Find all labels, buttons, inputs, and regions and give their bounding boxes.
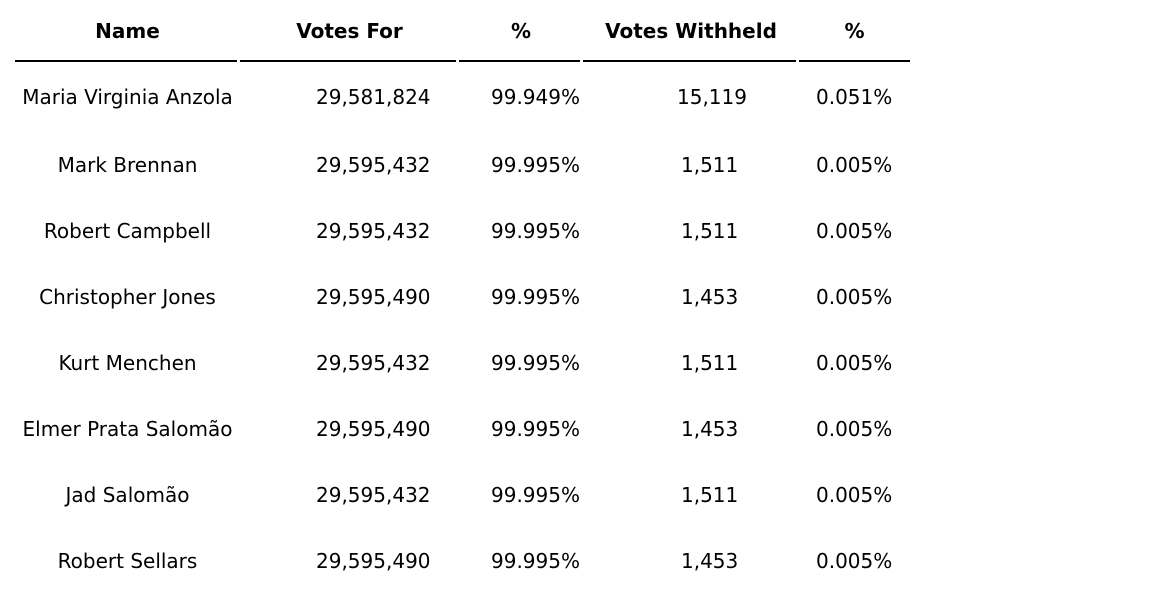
header-votes-withheld: Votes Withheld	[583, 0, 799, 62]
cell-votes-for: 29,595,432	[316, 483, 431, 507]
header-votes-for: Votes For	[240, 0, 459, 62]
header-row: Name Votes For % Votes Withheld %	[15, 0, 910, 62]
cell-percent-withheld: 0.005%	[816, 351, 893, 375]
cell-votes-for: 29,581,824	[316, 85, 431, 109]
cell-percent-for: 99.995%	[491, 483, 580, 507]
cell-name: Christopher Jones	[39, 285, 216, 309]
cell-votes-withheld: 15,119	[677, 85, 747, 109]
cell-votes-for: 29,595,490	[316, 417, 431, 441]
cell-percent-withheld: 0.005%	[816, 153, 893, 177]
header-percent-withheld: %	[799, 0, 910, 62]
cell-percent-withheld: 0.005%	[816, 417, 893, 441]
cell-percent-for: 99.949%	[491, 85, 580, 109]
cell-percent-for: 99.995%	[491, 153, 580, 177]
election-results-table: Name Votes For % Votes Withheld % Maria …	[15, 0, 910, 594]
cell-name: Mark Brennan	[57, 153, 198, 177]
cell-votes-withheld: 1,453	[681, 285, 739, 309]
cell-percent-withheld: 0.005%	[816, 285, 893, 309]
table-row: Christopher Jones 29,595,490 99.995% 1,4…	[15, 264, 910, 330]
cell-name: Maria Virginia Anzola	[22, 85, 233, 109]
cell-votes-withheld: 1,511	[681, 219, 739, 243]
table-row: Maria Virginia Anzola 29,581,824 99.949%…	[15, 62, 910, 132]
cell-votes-for: 29,595,432	[316, 351, 431, 375]
cell-percent-for: 99.995%	[491, 219, 580, 243]
cell-percent-for: 99.995%	[491, 285, 580, 309]
cell-name: Kurt Menchen	[58, 351, 197, 375]
table-row: Kurt Menchen 29,595,432 99.995% 1,511 0.…	[15, 330, 910, 396]
cell-percent-for: 99.995%	[491, 549, 580, 573]
cell-percent-withheld: 0.005%	[816, 549, 893, 573]
cell-votes-for: 29,595,432	[316, 153, 431, 177]
cell-votes-withheld: 1,453	[681, 417, 739, 441]
cell-name: Robert Campbell	[43, 219, 212, 243]
cell-percent-for: 99.995%	[491, 351, 580, 375]
table-row: Elmer Prata Salomão 29,595,490 99.995% 1…	[15, 396, 910, 462]
table-row: Robert Sellars 29,595,490 99.995% 1,453 …	[15, 528, 910, 594]
cell-percent-withheld: 0.005%	[816, 483, 893, 507]
table-row: Jad Salomão 29,595,432 99.995% 1,511 0.0…	[15, 462, 910, 528]
table-row: Mark Brennan 29,595,432 99.995% 1,511 0.…	[15, 132, 910, 198]
header-percent-for: %	[459, 0, 583, 62]
cell-name: Jad Salomão	[65, 483, 190, 507]
cell-votes-for: 29,595,490	[316, 285, 431, 309]
cell-votes-for: 29,595,490	[316, 549, 431, 573]
cell-percent-withheld: 0.051%	[816, 85, 893, 109]
cell-name: Elmer Prata Salomão	[22, 417, 233, 441]
cell-votes-withheld: 1,511	[681, 153, 739, 177]
table-header: Name Votes For % Votes Withheld %	[15, 0, 910, 62]
cell-percent-for: 99.995%	[491, 417, 580, 441]
table-row: Robert Campbell 29,595,432 99.995% 1,511…	[15, 198, 910, 264]
cell-votes-withheld: 1,511	[681, 351, 739, 375]
cell-votes-withheld: 1,511	[681, 483, 739, 507]
cell-votes-withheld: 1,453	[681, 549, 739, 573]
cell-name: Robert Sellars	[57, 549, 198, 573]
cell-percent-withheld: 0.005%	[816, 219, 893, 243]
header-name: Name	[15, 0, 240, 62]
cell-votes-for: 29,595,432	[316, 219, 431, 243]
table-body: Maria Virginia Anzola 29,581,824 99.949%…	[15, 62, 910, 594]
